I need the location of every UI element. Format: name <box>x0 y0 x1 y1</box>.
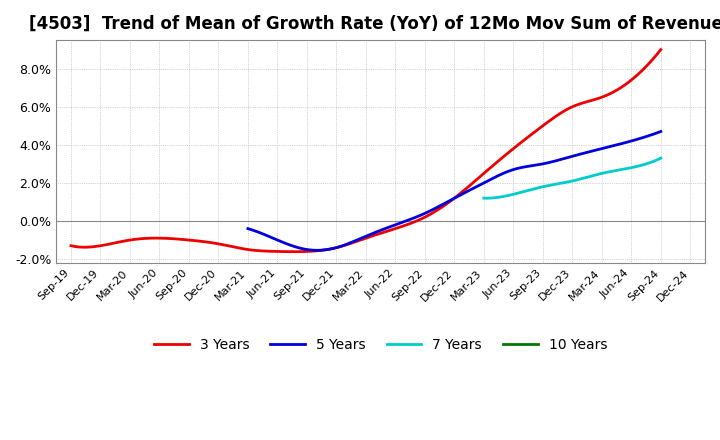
3 Years <box>289 249 298 254</box>
Legend: 3 Years, 5 Years, 7 Years, 10 Years: 3 Years, 5 Years, 7 Years, 10 Years <box>148 332 613 357</box>
5 Years <box>490 175 498 180</box>
Line: 7 Years: 7 Years <box>484 158 661 198</box>
3 Years <box>430 209 438 215</box>
3 Years <box>418 216 426 221</box>
7 Years <box>657 155 665 161</box>
5 Years <box>243 226 252 231</box>
7 Years <box>629 165 638 170</box>
Title: [4503]  Trend of Mean of Growth Rate (YoY) of 12Mo Mov Sum of Revenues: [4503] Trend of Mean of Growth Rate (YoY… <box>29 15 720 33</box>
Line: 3 Years: 3 Years <box>71 50 661 252</box>
7 Years <box>588 173 597 178</box>
5 Years <box>619 140 628 146</box>
3 Years <box>657 47 665 52</box>
7 Years <box>585 174 593 179</box>
3 Years <box>603 92 612 98</box>
7 Years <box>641 161 649 167</box>
3 Years <box>67 243 76 249</box>
5 Years <box>593 147 602 152</box>
5 Years <box>491 175 500 180</box>
Line: 5 Years: 5 Years <box>248 132 661 250</box>
7 Years <box>585 174 594 179</box>
7 Years <box>482 195 490 201</box>
3 Years <box>566 105 575 110</box>
7 Years <box>480 195 489 201</box>
5 Years <box>312 248 321 253</box>
3 Years <box>68 243 77 249</box>
3 Years <box>420 215 428 220</box>
7 Years <box>480 195 488 201</box>
5 Years <box>657 129 665 134</box>
5 Years <box>245 226 253 231</box>
5 Years <box>498 171 506 176</box>
